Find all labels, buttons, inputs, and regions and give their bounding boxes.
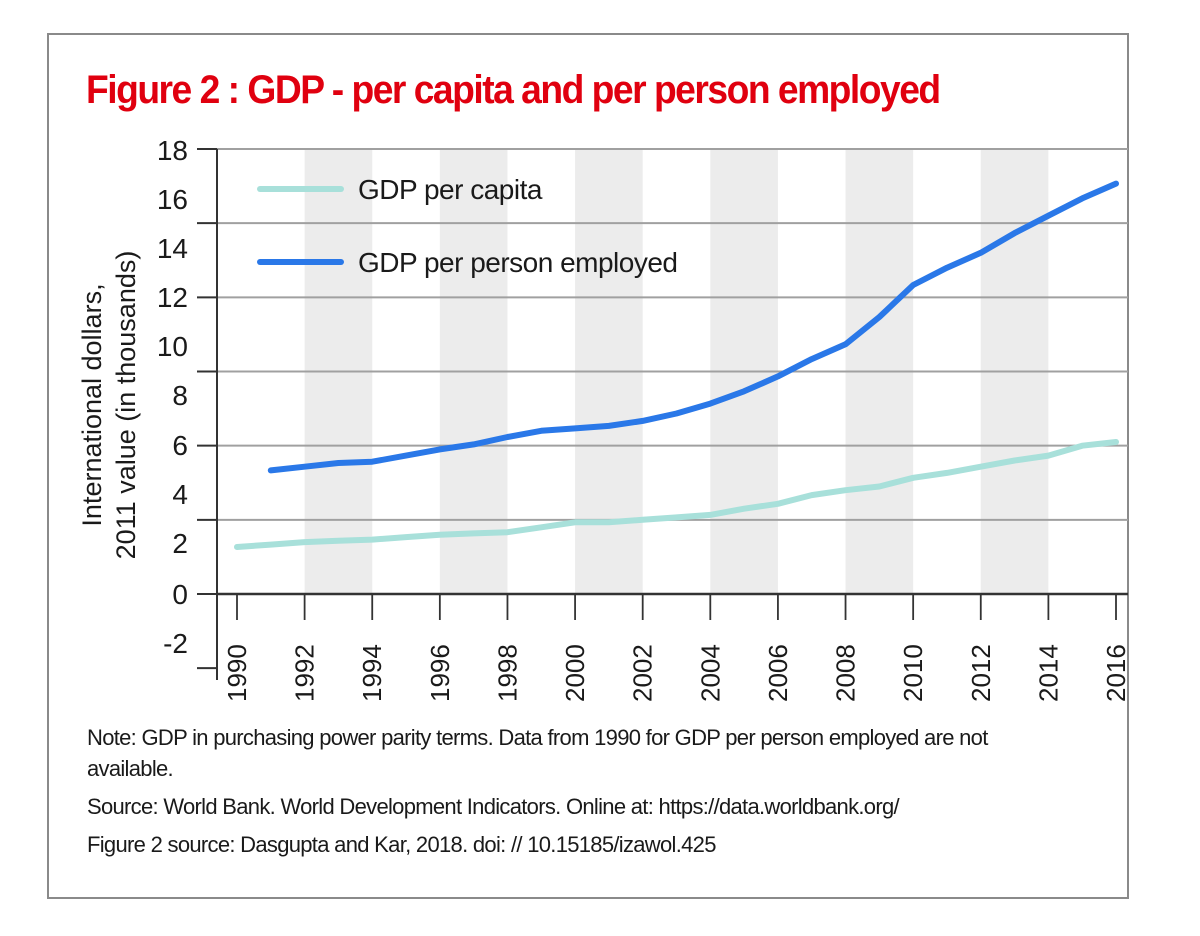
x-tick-label: 2008 [831, 644, 861, 702]
y-axis-label-line: International dollars, [77, 283, 107, 526]
x-tick-label: 2014 [1033, 644, 1063, 702]
y-tick-label: 16 [157, 184, 188, 215]
legend: GDP per capita GDP per person employed [257, 174, 678, 278]
axes [197, 148, 1128, 680]
series-lines [234, 180, 1119, 550]
gdp-per-capita-line [234, 439, 1119, 550]
y-tick-label: -2 [163, 628, 188, 659]
source-text: Source: World Bank. World Development In… [87, 794, 900, 819]
x-tick-label: 2000 [560, 644, 590, 702]
y-tick-labels: 18 16 14 12 10 8 6 4 2 0 -2 [157, 135, 188, 659]
note-text: Note: GDP in purchasing power parity ter… [87, 725, 988, 781]
y-axis-label-line: 2011 value (in thousands) [111, 251, 141, 560]
figure-source-text: Figure 2 source: Dasgupta and Kar, 2018.… [87, 832, 716, 857]
y-tick-label: 10 [157, 331, 188, 362]
gridlines [217, 148, 1128, 521]
y-axis-label: International dollars, 2011 value (in tho… [77, 251, 141, 560]
x-tick-label: 1990 [222, 644, 252, 702]
gdp-per-person-employed-line [267, 180, 1119, 474]
legend-label: GDP per capita [358, 174, 543, 205]
y-tick-label: 0 [172, 579, 188, 610]
x-tick-label: 1994 [357, 644, 387, 702]
x-tick-label: 2012 [966, 644, 996, 702]
x-tick-label: 1998 [492, 644, 522, 702]
y-tick-label: 2 [172, 528, 188, 559]
x-tick-label: 2002 [628, 644, 658, 702]
figure-notes: Note: GDP in purchasing power parity ter… [87, 722, 1127, 867]
x-tick-label: 2010 [898, 644, 928, 702]
y-tick-label: 12 [157, 282, 188, 313]
y-tick-label: 4 [172, 479, 188, 510]
x-tick-label: 1996 [425, 644, 455, 702]
figure-title: Figure 2 : GDP - per capita and per pers… [86, 68, 941, 112]
y-tick-label: 18 [157, 135, 188, 166]
x-tick-label: 2006 [763, 644, 793, 702]
x-tick-label: 2016 [1101, 644, 1131, 702]
y-tick-label: 6 [172, 430, 188, 461]
y-tick-label: 14 [157, 233, 188, 264]
x-tick-labels: 1990 1992 1994 1996 1998 2000 2002 2004 2006 2008… [222, 594, 1131, 702]
x-tick-label: 2004 [695, 644, 725, 702]
x-tick-label: 1992 [290, 644, 320, 702]
y-tick-label: 8 [172, 380, 188, 411]
legend-label: GDP per person employed [358, 247, 678, 278]
